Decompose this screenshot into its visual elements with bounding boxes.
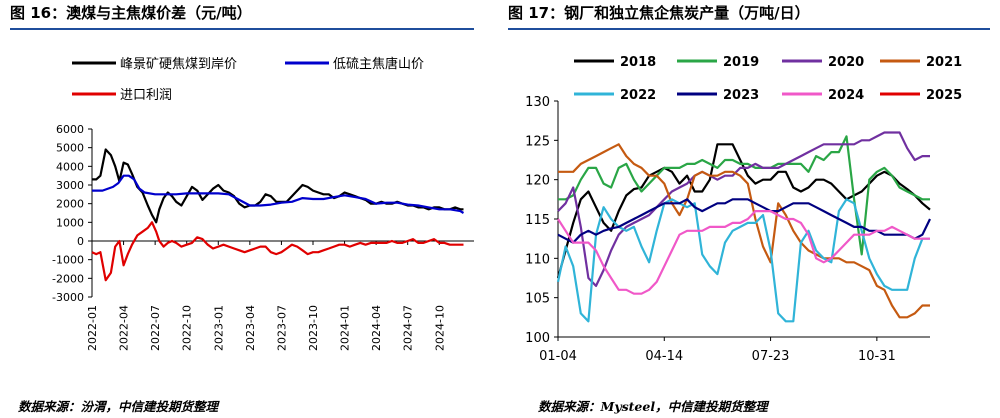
y-tick-label: 4000 xyxy=(56,160,84,173)
y-tick-label: -2000 xyxy=(52,272,84,285)
y-tick-label: 125 xyxy=(525,134,550,149)
series-line-2 xyxy=(91,221,464,282)
y-tick-label: 115 xyxy=(525,213,550,228)
right-source-note: 数据来源：Mysteel，中信建投期货整理 xyxy=(538,399,768,414)
legend-label-6: 2024 xyxy=(828,88,864,103)
series-line-1 xyxy=(92,174,465,214)
y-tick-label: 5000 xyxy=(56,142,84,155)
x-tick-label: 2023-01 xyxy=(212,305,225,351)
legend-label-1: 2019 xyxy=(723,55,759,70)
legend-label-4: 2022 xyxy=(620,88,656,103)
x-tick-label: 2022-10 xyxy=(181,305,194,351)
x-tick-label: 07-23 xyxy=(752,349,790,364)
y-tick-label: 105 xyxy=(525,292,550,307)
series-line-2 xyxy=(557,131,930,287)
y-tick-label: 3000 xyxy=(56,179,84,192)
legend-label-7: 2025 xyxy=(926,88,962,103)
left-chart-title: 图 16：澳煤与主焦煤价差（元/吨） xyxy=(10,4,252,22)
y-tick-label: 130 xyxy=(525,95,550,110)
x-tick-label: 2022-01 xyxy=(86,305,99,351)
legend-label-0: 2018 xyxy=(620,55,656,70)
legend-label-2: 进口利润 xyxy=(120,88,172,103)
y-tick-label: 1000 xyxy=(56,216,84,229)
legend-label-2: 2020 xyxy=(828,55,864,70)
y-tick-label: 120 xyxy=(525,174,550,189)
series-line-5 xyxy=(557,198,931,244)
left-source-note: 数据来源：汾渭，中信建投期货整理 xyxy=(18,399,219,414)
x-tick-label: 2022-07 xyxy=(149,305,162,351)
series-line-6 xyxy=(557,210,930,295)
series-line-3 xyxy=(558,143,930,319)
x-tick-label: 04-14 xyxy=(645,349,683,364)
x-tick-label: 10-31 xyxy=(858,349,896,364)
y-tick-label: 110 xyxy=(525,252,550,267)
x-tick-label: 2023-10 xyxy=(307,305,320,351)
x-tick-label: 2024-07 xyxy=(402,305,415,351)
legend-label-0: 峰景矿硬焦煤到岸价 xyxy=(120,57,237,72)
series-line-4 xyxy=(556,198,930,323)
series-line-1 xyxy=(558,135,930,256)
x-tick-label: 2024-01 xyxy=(339,305,352,351)
y-tick-label: 2000 xyxy=(56,198,84,211)
left-title-rule xyxy=(10,28,474,30)
x-tick-label: 2022-04 xyxy=(118,305,131,351)
y-tick-label: 100 xyxy=(525,331,550,346)
legend-label-3: 2021 xyxy=(926,55,962,70)
x-tick-label: 2023-04 xyxy=(244,305,257,351)
x-tick-label: 01-04 xyxy=(539,349,577,364)
x-tick-label: 2023-07 xyxy=(275,305,288,351)
x-tick-label: 2024-10 xyxy=(433,305,446,351)
legend-label-1: 低硫主焦唐山价 xyxy=(333,56,424,72)
x-tick-label: 2024-04 xyxy=(370,305,383,351)
y-tick-label: -3000 xyxy=(52,291,84,304)
right-chart-title: 图 17：钢厂和独立焦企焦炭产量（万吨/日） xyxy=(508,4,810,22)
legend-label-5: 2023 xyxy=(723,88,759,103)
y-tick-label: 0 xyxy=(77,235,84,248)
right-chart: 2018 2019 2020 2021 2022 2023 2024 2025 100 105 11… xyxy=(525,55,962,364)
y-tick-label: -1000 xyxy=(52,254,84,267)
y-tick-label: 6000 xyxy=(56,123,84,136)
series-line-0 xyxy=(92,148,464,224)
right-title-rule xyxy=(508,28,990,30)
